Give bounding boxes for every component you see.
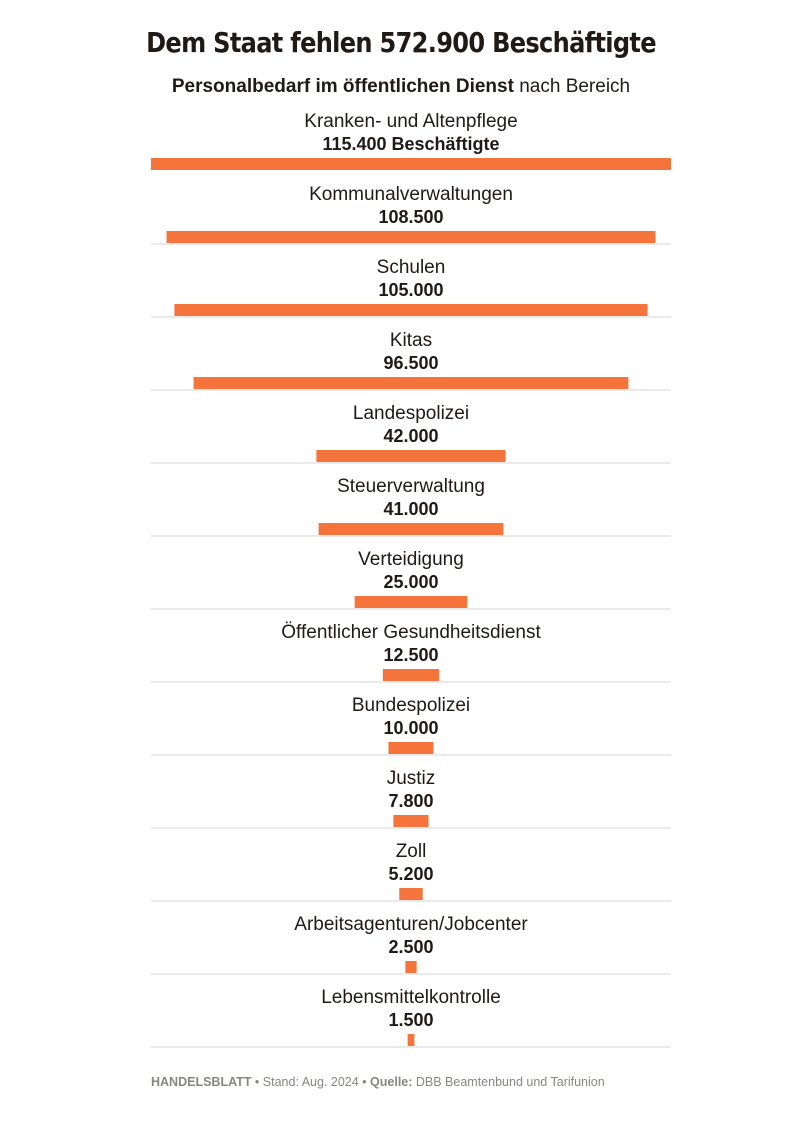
value-label: 96.500 bbox=[383, 353, 438, 373]
category-label: Kranken- und Altenpflege bbox=[304, 111, 517, 132]
category-label: Steuerverwaltung bbox=[337, 476, 485, 497]
category-label: Kommunalverwaltungen bbox=[309, 184, 513, 205]
bar bbox=[151, 158, 671, 170]
chart-subtitle: Personalbedarf im öffentlichen Dienst na… bbox=[0, 76, 802, 98]
bar bbox=[174, 304, 648, 316]
category-label: Bundespolizei bbox=[352, 695, 470, 716]
category-label: Justiz bbox=[387, 768, 436, 789]
value-label: 105.000 bbox=[378, 280, 443, 300]
category-label: Schulen bbox=[377, 257, 446, 278]
footer-publisher: HANDELSBLATT bbox=[151, 1075, 252, 1089]
category-label: Zoll bbox=[396, 841, 427, 862]
bar bbox=[193, 377, 629, 389]
bar bbox=[166, 231, 656, 243]
bar bbox=[399, 888, 423, 900]
footer-separator-2: • bbox=[358, 1075, 371, 1089]
bar bbox=[405, 961, 417, 973]
value-label: 1.500 bbox=[388, 1010, 433, 1030]
subtitle-bold: Personalbedarf im öffentlichen Dienst bbox=[171, 76, 514, 97]
bar bbox=[318, 523, 504, 535]
footer: HANDELSBLATT • Stand: Aug. 2024 • Quelle… bbox=[151, 1075, 605, 1089]
value-label: 12.500 bbox=[383, 645, 438, 665]
chart-title: Dem Staat fehlen 572.900 Beschäftigte bbox=[146, 26, 656, 59]
footer-source-label: Quelle: bbox=[370, 1075, 413, 1089]
bar bbox=[382, 669, 440, 681]
bar bbox=[407, 1034, 415, 1046]
value-label: 108.500 bbox=[378, 207, 443, 227]
footer-source-text: DBB Beamtenbund und Tarifunion bbox=[412, 1075, 605, 1089]
category-label: Arbeitsagenturen/Jobcenter bbox=[294, 914, 528, 935]
value-label: 10.000 bbox=[383, 718, 438, 738]
value-label: 2.500 bbox=[388, 937, 433, 957]
footer-stand: Stand: Aug. 2024 bbox=[262, 1075, 359, 1089]
bar bbox=[354, 596, 468, 608]
value-label: 5.200 bbox=[388, 864, 433, 884]
category-label: Öffentlicher Gesundheitsdienst bbox=[281, 622, 541, 643]
category-label: Lebensmittelkontrolle bbox=[321, 987, 501, 1008]
bar bbox=[388, 742, 434, 754]
value-label: 7.800 bbox=[388, 791, 433, 811]
value-label: 42.000 bbox=[383, 426, 438, 446]
category-label: Kitas bbox=[390, 330, 432, 351]
value-label: 115.400 Beschäftigte bbox=[322, 134, 499, 154]
category-label: Verteidigung bbox=[358, 549, 464, 570]
value-label: 41.000 bbox=[383, 499, 438, 519]
bar bbox=[393, 815, 429, 827]
subtitle-rest: nach Bereich bbox=[513, 76, 631, 97]
category-label: Landespolizei bbox=[353, 403, 469, 424]
bar bbox=[316, 450, 506, 462]
value-label: 25.000 bbox=[383, 572, 438, 592]
footer-separator-1: • bbox=[251, 1075, 263, 1089]
